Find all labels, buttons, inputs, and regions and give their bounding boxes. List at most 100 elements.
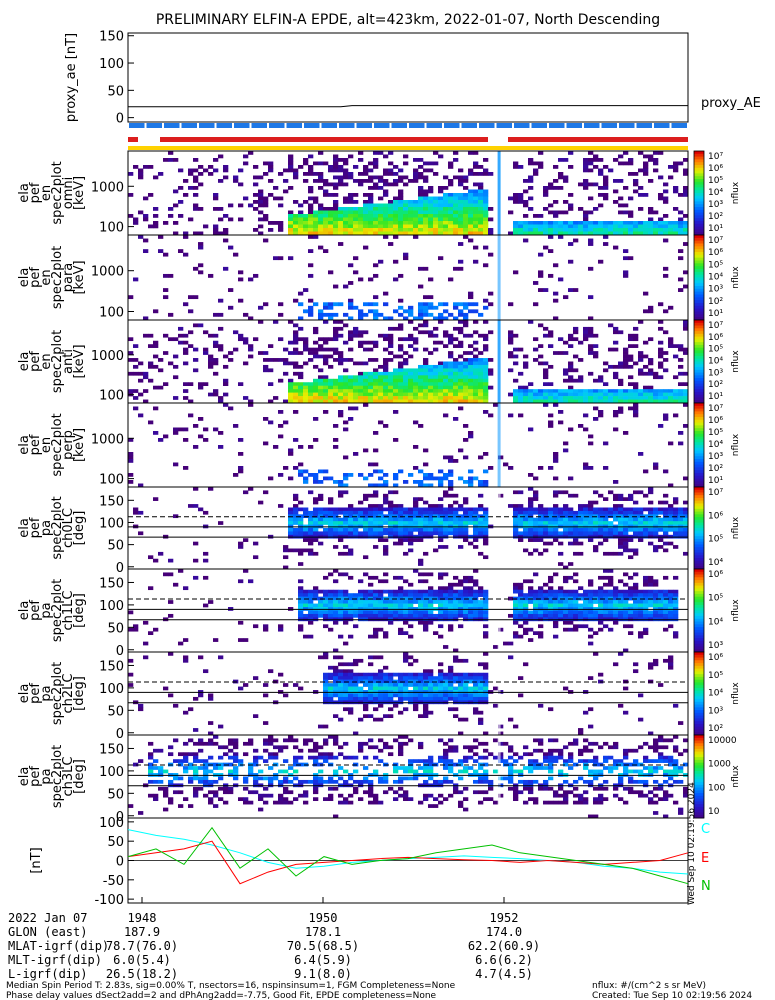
heatmap-cell [568,224,574,229]
heatmap-cell [348,392,354,397]
heatmap-cell [483,207,489,211]
heatmap-cell [408,203,414,208]
heatmap-cell [333,378,339,383]
heatmap-cell [463,396,469,400]
heatmap-cell [598,627,604,632]
heatmap-cell [443,231,449,236]
heatmap-cell [338,521,344,525]
heatmap-cell [408,344,414,348]
heatmap-cell [293,200,299,204]
heatmap-cell [558,396,564,400]
heatmap-cell [313,396,319,400]
heatmap-cell [373,600,379,604]
heatmap-cell [463,193,469,197]
heatmap-cell [623,596,629,601]
heatmap-cell [298,445,304,449]
heatmap-cell [468,469,474,474]
heatmap-cell [223,165,229,169]
heatmap-cell [468,231,474,236]
heatmap-cell [613,586,619,591]
heatmap-cell [133,510,139,515]
heatmap-cell [548,330,554,335]
heatmap-cell [403,693,409,698]
heatmap-cell [453,175,459,180]
heatmap-cell [558,351,564,355]
heatmap-cell [143,655,149,660]
heatmap-cell [353,683,359,687]
heatmap-cell [468,382,474,387]
heatmap-cell [523,231,529,236]
heatmap-cell [373,483,379,488]
heatmap-cell [603,551,609,556]
heatmap-cell [658,507,664,512]
heatmap-cell [518,399,524,404]
heatmap-cell [213,389,219,393]
heatmap-cell [683,476,689,481]
heatmap-cell [448,351,454,355]
heatmap-cell [643,514,649,519]
heatmap-cell [343,589,349,594]
heatmap-cell [298,382,304,387]
heatmap-cell [423,385,429,390]
heatmap-cell [193,558,199,563]
heatmap-cell [573,521,579,525]
heatmap-cell [423,179,429,183]
heatmap-cell [523,548,529,553]
heatmap-cell [223,231,229,236]
heatmap-cell [403,200,409,204]
heatmap-cell [243,154,249,159]
heatmap-cell [513,161,519,166]
colorbar-step [694,569,704,573]
heatmap-cell [333,424,339,428]
heatmap-cell [348,337,354,342]
heatmap-cell [418,572,424,577]
heatmap-cell [383,531,389,536]
heatmap-cell [143,214,149,218]
ylabel-line: omni [61,177,76,209]
heatmap-cell [318,392,324,397]
heatmap-cell [368,662,374,667]
heatmap-cell [553,231,559,236]
heatmap-cell [303,469,309,474]
heatmap-cell [643,161,649,166]
heatmap-cell [623,610,629,615]
heatmap-cell [468,364,474,369]
heatmap-cell [438,613,444,618]
heatmap-cell [613,179,619,183]
heatmap-cell [313,528,319,532]
heatmap-cell [428,302,434,307]
heatmap-cell [448,312,454,317]
colorbar-step [694,533,704,537]
heatmap-cell [423,589,429,594]
heatmap-cell [648,610,654,615]
heatmap-cell [528,500,534,505]
heatmap-cell [338,221,344,225]
heatmap-cell [418,207,424,211]
heatmap-cell [298,385,304,390]
ylabel-line: pa [39,520,54,536]
heatmap-cell [438,510,444,515]
heatmap-cell [433,510,439,515]
heatmap-cell [348,172,354,176]
heatmap-cell [383,378,389,383]
heatmap-cell [353,214,359,218]
heatmap-cell [313,531,319,536]
heatmap-cell [328,302,334,307]
heatmap-cell [613,231,619,236]
heatmap-cell [263,441,269,446]
colorbar-step [694,372,704,376]
colorbar-step [694,536,704,540]
heatmap-cell [613,189,619,194]
heatmap-cell [533,521,539,525]
heatmap-cell [658,228,664,232]
heatmap-cell [373,610,379,615]
heatmap-cell [348,613,354,618]
heatmap-cell [683,399,689,404]
heatmap-cell [643,364,649,369]
colorbar-step [694,355,704,360]
heatmap-cell [623,361,629,366]
heatmap-cell [388,172,394,176]
heatmap-cell [183,655,189,660]
heatmap-cell [133,406,139,411]
heatmap-cell [223,228,229,232]
